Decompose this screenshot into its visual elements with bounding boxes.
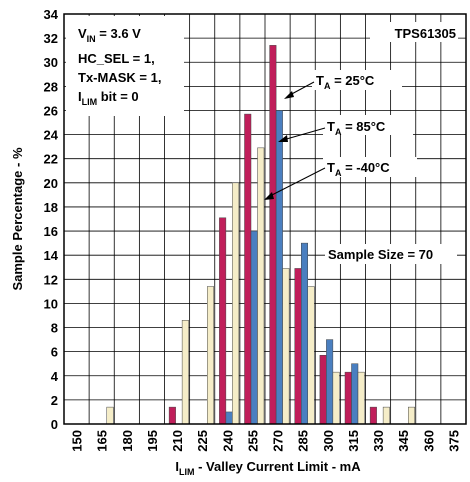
bar-ta-40c-210 xyxy=(181,320,189,425)
bar-ta-40c-165 xyxy=(106,406,114,425)
x-tick-labels: 150 165 180 195 210 225 240 255 270 285 300 315 330 3… xyxy=(70,430,462,452)
bar-ta25c-300 xyxy=(319,355,327,425)
ta25-label-bg xyxy=(312,70,402,90)
bar-ta85c-315 xyxy=(351,363,359,425)
bar-ta85c-300 xyxy=(326,339,334,425)
ta85-arrowhead xyxy=(278,135,288,142)
y-tick-label: 14 xyxy=(44,248,59,263)
tam40-label: TA = -40°C xyxy=(327,160,390,178)
ta85-leader xyxy=(282,127,326,141)
sample-size-label: Sample Size = 70 xyxy=(328,247,433,262)
y-tick-label: 10 xyxy=(44,296,58,311)
x-tick-label: 360 xyxy=(421,430,436,452)
x-tick-label: 180 xyxy=(120,430,135,452)
tam40-label-bg xyxy=(323,157,417,177)
x-tick-label: 255 xyxy=(245,430,260,452)
bar-ta25c-210 xyxy=(168,406,176,425)
bar-ta25c-285 xyxy=(294,268,302,425)
bar-ta25c-240 xyxy=(219,217,227,425)
y-tick-label: 32 xyxy=(44,31,58,46)
y-tick-label: 30 xyxy=(44,55,58,70)
bar-ta-40c-330 xyxy=(382,406,390,425)
bar-ta-40c-300 xyxy=(332,371,340,425)
bar-ta-40c-285 xyxy=(307,286,315,425)
bar-ta25c-330 xyxy=(369,406,377,425)
device-label-bg xyxy=(370,22,458,42)
y-tick-label: 4 xyxy=(51,369,59,384)
bar-ta-40c-315 xyxy=(357,371,365,425)
vin-label: VIN = 3.6 V xyxy=(78,26,141,44)
y-tick-label: 6 xyxy=(51,345,58,360)
x-tick-label: 165 xyxy=(95,430,110,452)
y-tick-label: 12 xyxy=(44,272,58,287)
sample-size-bg xyxy=(325,244,457,264)
y-tick-label: 34 xyxy=(44,7,59,22)
ta85-label-bg xyxy=(323,115,413,135)
x-tick-label: 315 xyxy=(346,430,361,452)
conditions-box xyxy=(66,16,184,116)
x-tick-label: 345 xyxy=(396,430,411,452)
y-tick-label: 28 xyxy=(44,79,58,94)
y-tick-label: 26 xyxy=(44,103,58,118)
x-tick-label: 285 xyxy=(296,430,311,452)
x-tick-label: 300 xyxy=(321,430,336,452)
tam40-leader xyxy=(267,167,326,198)
x-tick-label: 210 xyxy=(170,430,185,452)
bar-ta-40c-225 xyxy=(207,286,214,425)
bar-ta85c-255 xyxy=(250,230,258,425)
tx-mask-label: Tx-MASK = 1, xyxy=(78,70,161,85)
y-tick-label: 8 xyxy=(51,321,58,336)
y-tick-label: 16 xyxy=(44,224,58,239)
x-axis-label: ILIM - Valley Current Limit - mA xyxy=(175,459,361,477)
x-tick-label: 150 xyxy=(70,430,85,452)
bar-ta25c-270 xyxy=(269,45,277,425)
hc-sel-label: HC_SEL = 1, xyxy=(78,51,155,66)
ta25-arrowhead xyxy=(284,91,294,99)
bar-ta25c-255 xyxy=(244,113,252,425)
y-tick-label: 22 xyxy=(44,152,58,167)
bar-ta-40c-345 xyxy=(408,406,415,425)
x-tick-label: 270 xyxy=(271,430,286,452)
x-tick-label: 195 xyxy=(145,430,160,452)
bar-ta25c-315 xyxy=(344,371,352,425)
ilim-bit-label: ILIM bit = 0 xyxy=(78,89,139,107)
ta85-label: TA = 85°C xyxy=(327,119,386,137)
y-tick-label: 20 xyxy=(44,176,58,191)
x-tick-label: 225 xyxy=(195,430,210,452)
bar-ta85c-285 xyxy=(301,242,308,425)
y-tick-label: 2 xyxy=(51,393,58,408)
x-tick-label: 240 xyxy=(220,430,235,452)
bar-ta-40c-240 xyxy=(232,182,240,425)
y-axis-label: Sample Percentage - % xyxy=(10,147,25,290)
y-tick-label: 0 xyxy=(51,417,58,432)
tam40-arrowhead xyxy=(264,192,274,200)
bar-ta-40c-270 xyxy=(282,268,290,425)
x-tick-label: 330 xyxy=(371,430,386,452)
device-label: TPS61305 xyxy=(395,26,456,41)
bar-ta-40c-255 xyxy=(257,147,265,425)
ta25-label: TA = 25°C xyxy=(316,73,375,91)
x-tick-label: 375 xyxy=(446,430,461,452)
plot-frame xyxy=(63,13,467,425)
bar-ta85c-270 xyxy=(275,110,283,425)
bar-ta85c-240 xyxy=(225,411,233,425)
y-tick-label: 18 xyxy=(44,200,58,215)
y-tick-label: 24 xyxy=(44,128,59,143)
